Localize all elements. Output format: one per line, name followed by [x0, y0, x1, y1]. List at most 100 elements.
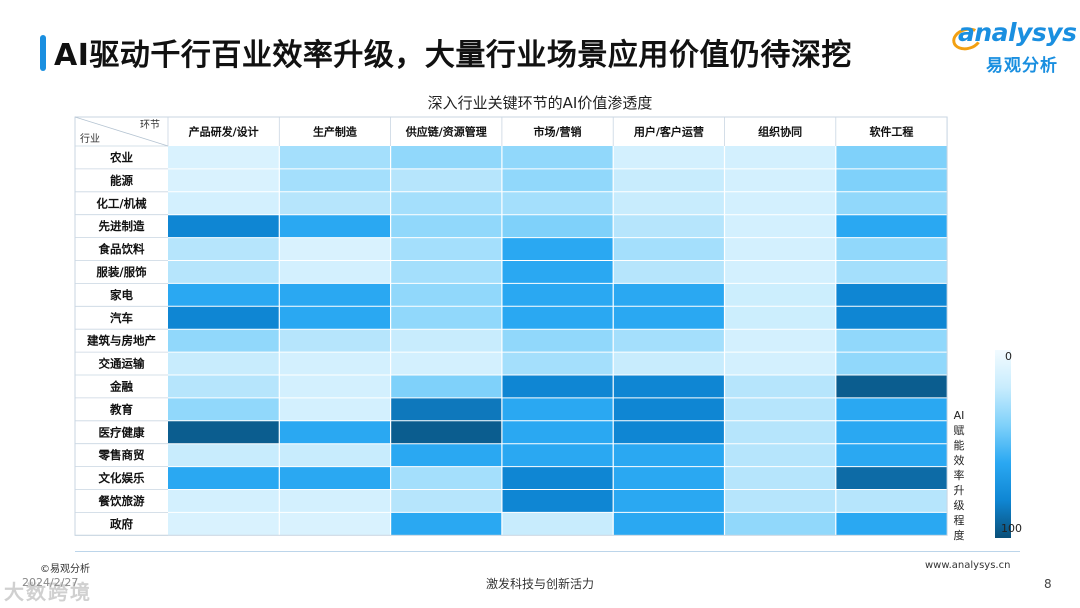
heatmap-cell: [390, 283, 502, 307]
heatmap-cell: [835, 168, 948, 192]
heatmap-cell: [613, 237, 725, 261]
row-label: 先进制造: [99, 219, 145, 233]
column-header: 生产制造: [313, 125, 358, 139]
heatmap-cell: [501, 168, 614, 192]
column-header: 供应链/资源管理: [405, 125, 487, 139]
row-label: 化工/机械: [96, 196, 147, 210]
row-label: 建筑与房地产: [87, 334, 156, 348]
row-label: 交通运输: [99, 357, 145, 371]
heatmap-cell: [168, 512, 280, 536]
heatmap-cell: [390, 214, 502, 238]
heatmap-cell: [501, 352, 614, 375]
heatmap-cell: [724, 146, 836, 169]
heatmap-cell: [390, 489, 502, 513]
heatmap-cell: [501, 306, 614, 330]
heatmap-cell: [724, 375, 836, 398]
heatmap-cell: [279, 466, 391, 490]
heatmap-cell: [168, 237, 280, 261]
row-label: 零售商贸: [98, 448, 145, 462]
heatmap-cell: [390, 191, 502, 215]
heatmap-cell: [168, 352, 280, 375]
heatmap-cell: [279, 329, 391, 353]
heatmap-cell: [501, 489, 614, 513]
watermark-text: 大数跨境: [4, 580, 92, 604]
footer-source: ©易观分析: [40, 564, 90, 575]
row-label: 政府: [110, 517, 133, 531]
heatmap-cell: [390, 443, 502, 467]
heatmap-cell: [835, 512, 948, 536]
heatmap-cell: [724, 329, 836, 353]
heatmap-cell: [279, 443, 391, 467]
legend-min-label: 0: [1005, 350, 1012, 363]
heatmap-cell: [168, 260, 280, 284]
heatmap-cell: [390, 168, 502, 192]
heatmap-cell: [835, 466, 948, 490]
heatmap-cell: [613, 443, 725, 467]
header-row-bg: [75, 117, 948, 146]
chart-title: 深入行业关键环节的AI价值渗透度: [427, 94, 653, 112]
heatmap-cell: [501, 283, 614, 307]
heatmap-cell: [613, 466, 725, 490]
heatmap-cell: [501, 375, 614, 398]
heatmap-cell: [835, 283, 948, 307]
heatmap-cell: [390, 512, 502, 536]
heatmap-cell: [501, 237, 614, 261]
heatmap-cell: [501, 512, 614, 536]
row-label: 餐饮旅游: [98, 494, 145, 508]
heatmap-cell: [613, 375, 725, 398]
row-label: 农业: [109, 150, 133, 164]
heatmap-cell: [390, 420, 502, 444]
page-title: AI驱动千行百业效率升级，大量行业场景应用价值仍待深挖: [54, 38, 852, 73]
heatmap-cell: [501, 146, 614, 169]
heatmap-cell: [390, 352, 502, 375]
heatmap-cell: [279, 375, 391, 398]
heatmap-cell: [279, 352, 391, 375]
heatmap-cell: [501, 191, 614, 215]
heatmap-cell: [168, 168, 280, 192]
heatmap-cell: [279, 397, 391, 421]
heatmap-cell: [390, 466, 502, 490]
heatmap-cell: [613, 397, 725, 421]
heatmap-cell: [279, 489, 391, 513]
heatmap-cell: [724, 168, 836, 192]
color-legend: 0 100: [978, 350, 1038, 540]
heatmap-cell: [724, 260, 836, 284]
heatmap-cell: [613, 352, 725, 375]
heatmap-cell: [835, 489, 948, 513]
heatmap-cell: [168, 329, 280, 353]
row-label: 食品饮料: [99, 242, 145, 256]
heatmap-cell: [613, 329, 725, 353]
logo-wordmark: analysys: [958, 18, 1077, 47]
heatmap-cell: [724, 397, 836, 421]
heatmap-cell: [390, 146, 502, 169]
row-label: 能源: [110, 173, 133, 187]
footer-date: 2024/2/27: [22, 576, 79, 589]
heatmap-cell: [390, 237, 502, 261]
corner-row-label: 行业: [80, 132, 100, 145]
heatmap-cell: [168, 466, 280, 490]
heatmap-cell: [390, 260, 502, 284]
heatmap-cell: [724, 489, 836, 513]
heatmap-cell: [835, 306, 948, 330]
heatmap-cell: [279, 420, 391, 444]
heatmap-cell: [613, 306, 725, 330]
footer-website[interactable]: www.analysys.cn: [925, 560, 1011, 571]
heatmap-cell: [613, 489, 725, 513]
legend-gradient-bar: [995, 350, 1011, 538]
heatmap-cell: [168, 397, 280, 421]
row-label: 汽车: [110, 311, 133, 325]
heatmap-cell: [835, 329, 948, 353]
heatmap-cell: [168, 146, 280, 169]
heatmap-cell: [835, 352, 948, 375]
heatmap-cell: [501, 214, 614, 238]
row-label: 教育: [109, 402, 133, 416]
heatmap-cell: [724, 237, 836, 261]
heatmap-cell: [724, 191, 836, 215]
heatmap-cell: [501, 397, 614, 421]
heatmap-cell: [390, 329, 502, 353]
row-label: 文化娱乐: [99, 471, 145, 485]
heatmap-cell: [168, 375, 280, 398]
heatmap-cell: [501, 466, 614, 490]
heatmap-cell: [724, 214, 836, 238]
